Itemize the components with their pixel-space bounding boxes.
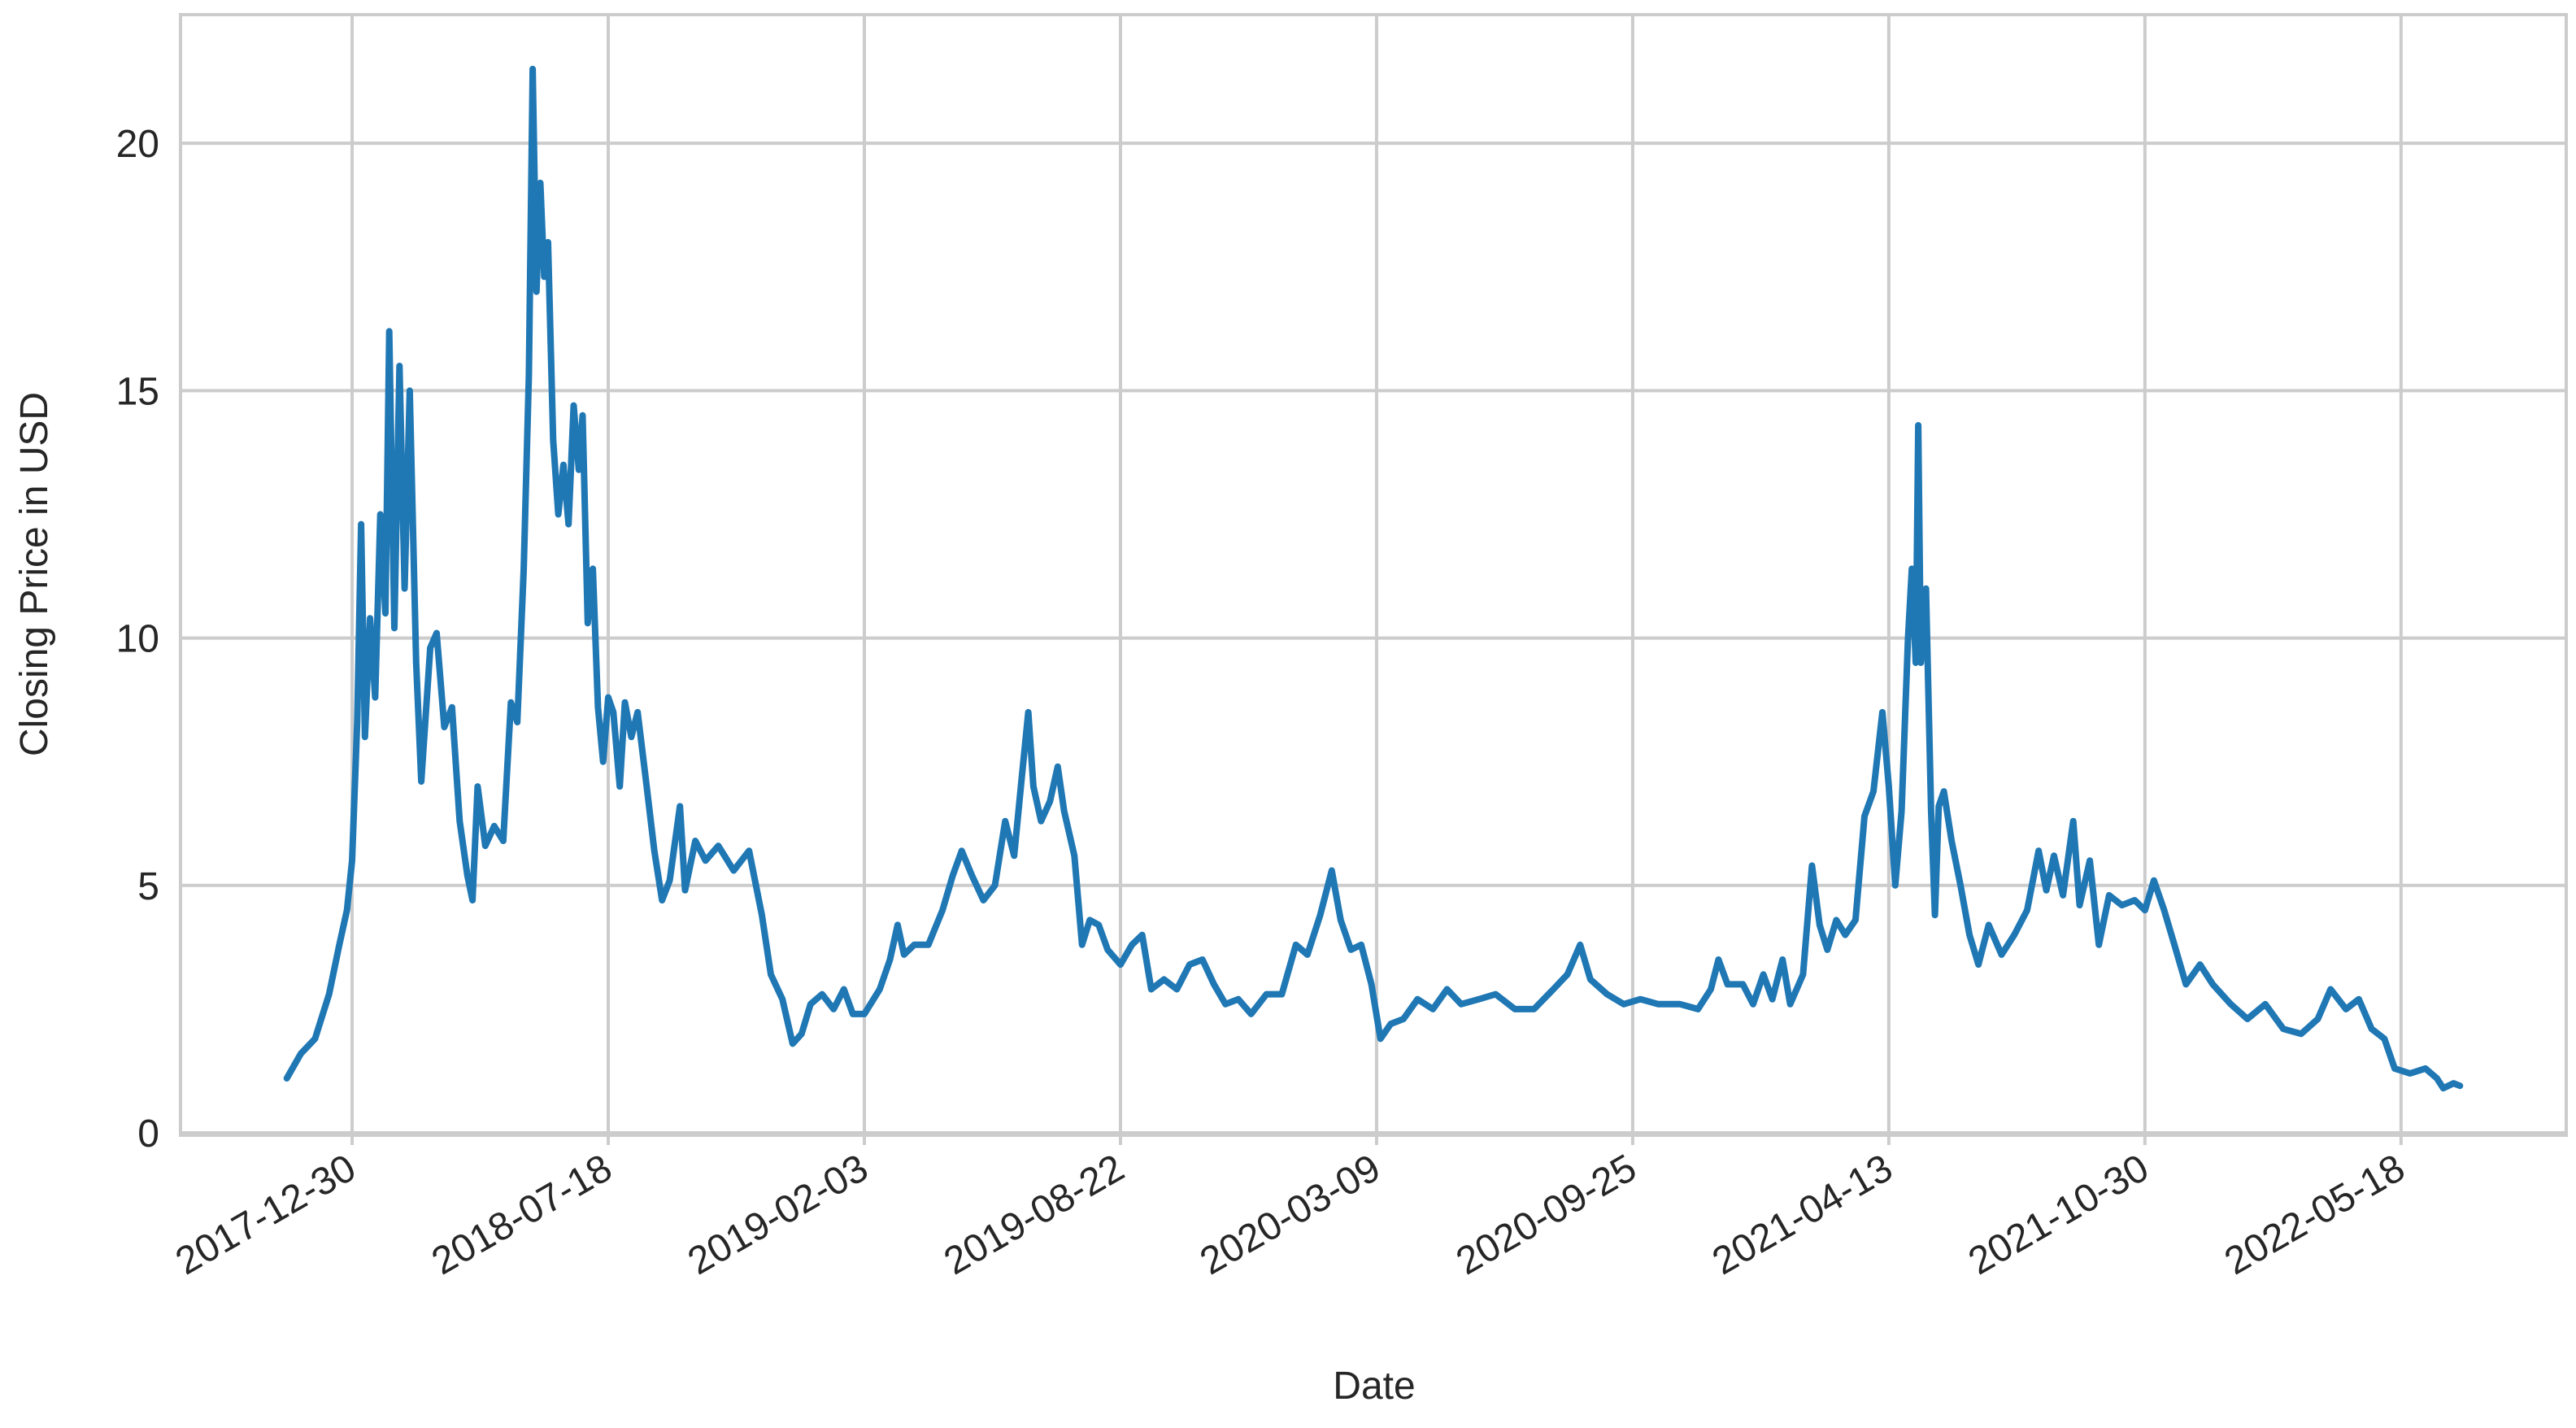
y-tick-label: 0 xyxy=(137,1112,159,1156)
y-tick-label: 15 xyxy=(116,370,159,413)
y-tick-label: 5 xyxy=(137,865,159,908)
y-tick-label: 20 xyxy=(116,123,159,166)
x-tick-label: 2021-04-13 xyxy=(1705,1147,1899,1284)
x-tick-label: 2019-02-03 xyxy=(681,1147,875,1284)
x-tick-label: 2018-07-18 xyxy=(424,1147,619,1284)
x-axis-label: Date xyxy=(1333,1365,1415,1408)
x-tick-label: 2017-12-30 xyxy=(168,1147,363,1284)
y-tick-label: 10 xyxy=(116,618,159,661)
price-line xyxy=(283,65,2464,1092)
x-tick-label: 2020-09-25 xyxy=(1449,1147,1643,1284)
x-tick-label: 2020-03-09 xyxy=(1193,1147,1387,1284)
x-tick-label: 2022-05-18 xyxy=(2217,1147,2412,1284)
y-axis-label: Closing Price in USD xyxy=(13,392,56,756)
x-tick-label: 2019-08-22 xyxy=(937,1147,1131,1284)
plot-frame xyxy=(179,13,2568,1137)
x-tick-label: 2021-10-30 xyxy=(1961,1147,2156,1284)
